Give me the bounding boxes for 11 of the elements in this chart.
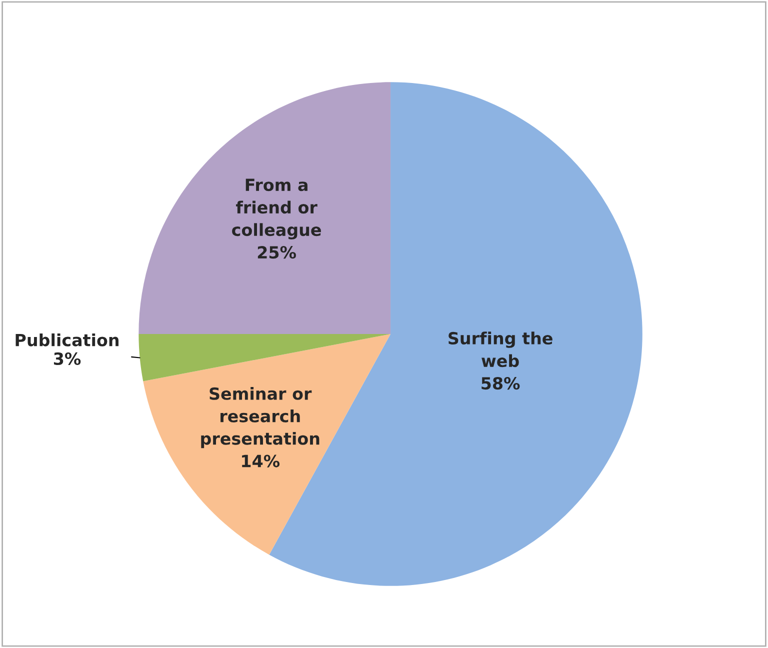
slice-label: Seminar or research presentation [201, 387, 320, 448]
slice-label: Surfing the web [448, 332, 552, 368]
slice-label: Publication [16, 333, 118, 346]
data-label: 25% [258, 246, 296, 259]
data-label: 58% [482, 376, 520, 390]
data-label: 3% [54, 352, 81, 366]
pie-slice [143, 334, 391, 555]
data-label: 14% [242, 454, 280, 468]
pie-slice [138, 334, 391, 382]
slice-label: From a friend or colleague [232, 178, 321, 240]
pie-slice [138, 82, 391, 334]
